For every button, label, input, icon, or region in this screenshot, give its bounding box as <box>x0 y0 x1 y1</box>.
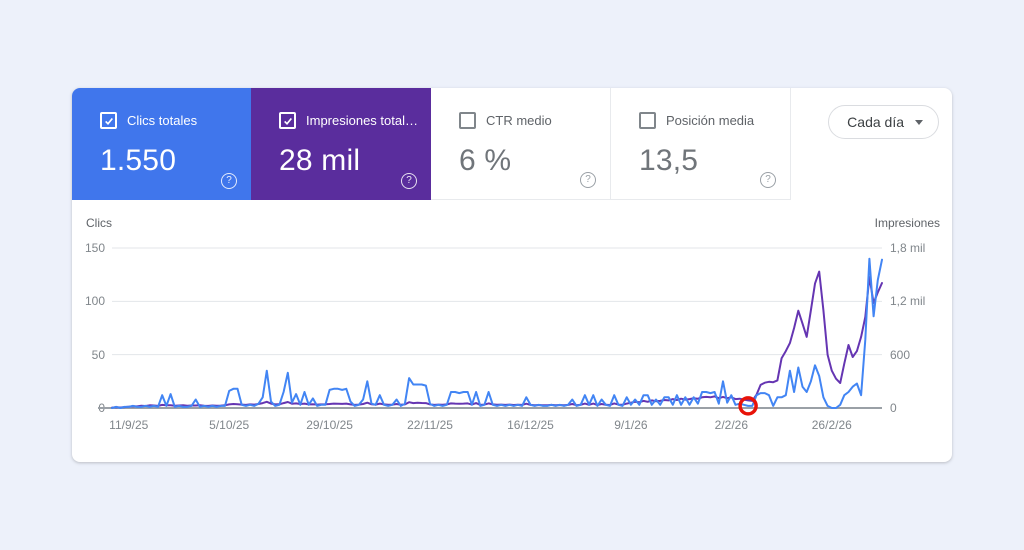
series-line-impresiones <box>111 270 883 409</box>
interval-dropdown-button[interactable]: Cada día <box>828 105 939 139</box>
chart-plot[interactable] <box>98 247 883 416</box>
caret-down-icon <box>915 119 923 125</box>
annotation-circle <box>738 396 758 416</box>
axis-tick-label: 100 <box>84 294 105 309</box>
tile-avg-ctr-label: CTR medio <box>486 112 552 128</box>
x-tick-label: 2/2/26 <box>714 418 749 432</box>
right-axis-tick-labels: 0 600 1,2 mil 1,8 mil <box>890 241 952 415</box>
interval-dropdown-label: Cada día <box>847 114 904 130</box>
x-tick-label: 16/12/25 <box>507 418 554 432</box>
checkmark-icon <box>104 117 113 125</box>
help-icon[interactable]: ? <box>760 172 776 188</box>
axis-tick-label: 600 <box>890 347 911 362</box>
tile-avg-ctr-value: 6 % <box>459 144 512 177</box>
left-axis-tick-labels: 050100150 <box>72 241 105 415</box>
series-line-clics <box>111 257 883 409</box>
x-tick-label: 5/10/25 <box>209 418 250 432</box>
metric-tiles: Clics totales 1.550 ? Impresiones total…… <box>72 88 952 200</box>
tile-total-clicks-header: Clics totales <box>100 112 251 129</box>
tile-total-impressions-value: 28 mil <box>279 144 361 177</box>
avg-ctr-checkbox[interactable] <box>459 112 476 129</box>
help-icon[interactable]: ? <box>401 173 417 189</box>
x-tick-label: 9/1/26 <box>614 418 648 432</box>
tile-avg-ctr[interactable]: CTR medio 6 % ? <box>431 88 611 200</box>
chart-plot-svg <box>98 247 883 416</box>
tile-avg-position[interactable]: Posición media 13,5 ? <box>611 88 791 200</box>
axis-tick-label: 50 <box>91 347 105 362</box>
tile-total-impressions-header: Impresiones total… <box>279 112 431 129</box>
x-tick-label: 29/10/25 <box>306 418 353 432</box>
axis-tick-label: 150 <box>84 241 105 255</box>
tile-avg-position-label: Posición media <box>666 112 755 128</box>
axis-tick-label: 1,2 mil <box>890 294 926 309</box>
right-axis-title: Impresiones <box>874 216 940 230</box>
tile-avg-position-header: Posición media <box>639 112 790 129</box>
help-icon[interactable]: ? <box>580 172 596 188</box>
total-clicks-checkbox[interactable] <box>100 112 117 129</box>
tile-avg-position-value: 13,5 <box>639 144 699 177</box>
x-axis-labels: 11/9/25 5/10/25 29/10/25 22/11/25 16/12/25 9/… <box>109 418 882 434</box>
tile-total-impressions[interactable]: Impresiones total… 28 mil ? <box>251 88 431 200</box>
axis-tick-label: 0 <box>890 401 897 415</box>
left-axis-title: Clics <box>86 216 112 230</box>
total-impressions-checkbox[interactable] <box>279 112 296 129</box>
performance-chart: Clics Impresiones 0 50 100 150 0 600 1,2 mil 1… <box>72 200 952 462</box>
tile-total-clicks-label: Clics totales <box>127 112 198 128</box>
avg-position-checkbox[interactable] <box>639 112 656 129</box>
checkmark-icon <box>283 117 292 125</box>
x-tick-label: 11/9/25 <box>109 418 149 432</box>
performance-card: Clics totales 1.550 ? Impresiones total…… <box>72 88 952 462</box>
axis-tick-label: 1,8 mil <box>890 241 926 255</box>
x-tick-label: 22/11/25 <box>407 418 453 432</box>
help-icon[interactable]: ? <box>221 173 237 189</box>
tile-total-impressions-label: Impresiones total… <box>306 112 418 128</box>
tile-total-clicks-value: 1.550 <box>100 144 177 177</box>
tile-total-clicks[interactable]: Clics totales 1.550 ? <box>72 88 251 200</box>
tile-avg-ctr-header: CTR medio <box>459 112 610 129</box>
x-tick-label: 26/2/26 <box>811 418 852 432</box>
